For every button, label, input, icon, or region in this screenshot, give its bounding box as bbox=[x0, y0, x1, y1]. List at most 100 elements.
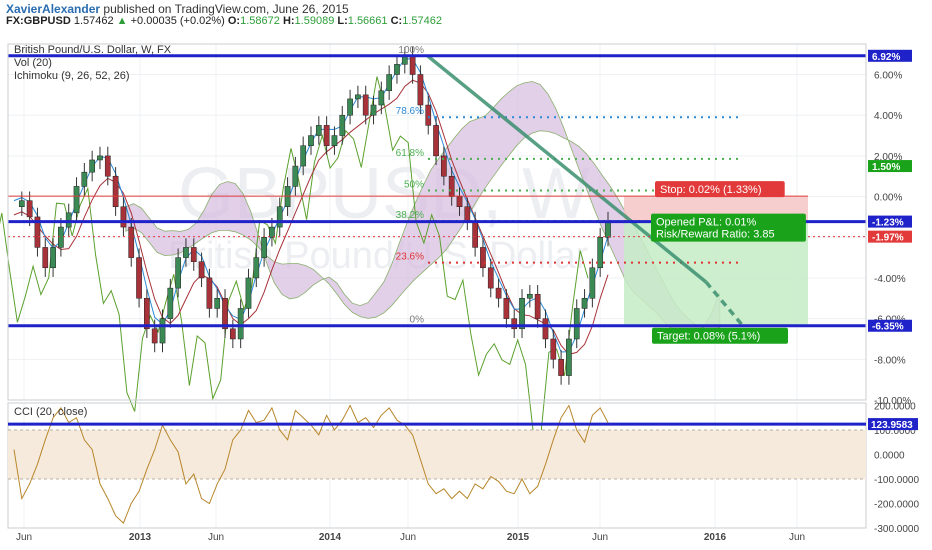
cci-y-tick-label: 0.0000 bbox=[874, 450, 905, 461]
x-tick-label: Jun bbox=[789, 532, 805, 543]
candle bbox=[464, 206, 471, 222]
main-pane-border bbox=[7, 43, 867, 401]
position-label-box bbox=[651, 213, 806, 242]
candle bbox=[183, 247, 189, 258]
candle bbox=[315, 125, 322, 136]
open-value: 1.58672 bbox=[240, 15, 280, 27]
candle bbox=[261, 237, 267, 258]
candle bbox=[487, 267, 494, 289]
fib-level-label: 0% bbox=[410, 315, 425, 326]
candle bbox=[581, 298, 588, 309]
cci-level-box bbox=[868, 418, 918, 431]
stop-label-box bbox=[655, 181, 785, 198]
candle bbox=[519, 298, 525, 330]
candle bbox=[511, 318, 518, 330]
x-tick-label: Jun bbox=[208, 532, 224, 543]
cci-y-tick-label: 200.0000 bbox=[874, 401, 916, 412]
x-tick-label: Jun bbox=[400, 532, 416, 543]
candle bbox=[190, 247, 197, 262]
candle bbox=[433, 125, 439, 157]
symbol-label[interactable]: FX:GBPUSD bbox=[6, 15, 71, 27]
cci-y-tick-label: 100.0000 bbox=[874, 426, 916, 437]
cci-y-tick-label: -100.0000 bbox=[874, 475, 919, 486]
fib-level-label: 61.8% bbox=[396, 148, 424, 159]
y-tick-label: -4.00% bbox=[874, 274, 906, 285]
candle bbox=[605, 220, 611, 238]
price-change: +0.00035 (+0.02%) bbox=[130, 15, 225, 27]
fib-level-label: 50% bbox=[404, 179, 424, 190]
candle bbox=[73, 186, 80, 214]
x-tick-label: Jun bbox=[592, 532, 608, 543]
candle bbox=[566, 338, 572, 376]
candle bbox=[542, 318, 549, 340]
candle bbox=[409, 55, 416, 75]
candle bbox=[97, 155, 103, 161]
price-label-box bbox=[868, 319, 912, 332]
price-label-text: -6.35% bbox=[872, 322, 904, 333]
ichimoku-legend: Ichimoku (9, 26, 52, 26) bbox=[14, 70, 130, 82]
price-label-box bbox=[868, 215, 912, 228]
candle bbox=[58, 226, 64, 248]
quote-line: FX:GBPUSD 1.57462 ▲ +0.00035 (+0.02%) O:… bbox=[6, 15, 442, 27]
cci-level-text: 123.9583 bbox=[871, 420, 913, 431]
candle bbox=[65, 212, 72, 228]
candle bbox=[292, 165, 299, 187]
candle bbox=[495, 287, 502, 299]
target-label-box bbox=[652, 327, 788, 344]
candle bbox=[597, 237, 604, 269]
candle bbox=[81, 171, 88, 187]
candle bbox=[198, 261, 205, 279]
x-tick-label: 2016 bbox=[704, 532, 727, 543]
candle bbox=[425, 104, 432, 126]
author-link[interactable]: XavierAlexander bbox=[6, 2, 101, 16]
x-tick-label: 2015 bbox=[507, 532, 530, 543]
candle bbox=[401, 55, 408, 65]
candle bbox=[144, 298, 150, 330]
price-label-text: 6.92% bbox=[872, 52, 900, 63]
candle bbox=[112, 175, 119, 207]
position-label-text: Risk/Reward Ratio: 3.85 bbox=[656, 229, 775, 241]
candle bbox=[136, 257, 142, 299]
candle bbox=[323, 125, 330, 146]
candle bbox=[159, 318, 166, 344]
price-label-text: -1.97% bbox=[872, 233, 904, 244]
candle bbox=[50, 247, 56, 269]
candle bbox=[42, 247, 49, 269]
candle bbox=[151, 328, 158, 344]
stop-label-text: Stop: 0.02% (1.33%) bbox=[660, 184, 762, 196]
candle bbox=[370, 104, 377, 116]
candle bbox=[480, 247, 486, 269]
watermark-name: British Pound/U.S. Dollar bbox=[168, 235, 589, 277]
candle bbox=[472, 220, 478, 248]
x-tick-label: 2014 bbox=[319, 532, 342, 543]
y-tick-label: 0.00% bbox=[874, 193, 902, 204]
candle bbox=[534, 293, 541, 319]
publisher-line: XavierAlexander published on TradingView… bbox=[6, 2, 349, 16]
price-label-box bbox=[868, 49, 912, 62]
target-label-text: Target: 0.08% (5.1%) bbox=[657, 331, 760, 343]
candle bbox=[237, 308, 244, 340]
cci-legend: CCI (20, close) bbox=[14, 406, 87, 418]
price-label-text: 1.50% bbox=[872, 162, 900, 173]
candle bbox=[167, 287, 174, 319]
candle bbox=[394, 64, 400, 75]
low-label: L: bbox=[337, 15, 348, 27]
chart-title: British Pound/U.S. Dollar, W, FX bbox=[14, 44, 172, 56]
candle bbox=[34, 216, 41, 248]
candle bbox=[245, 277, 252, 309]
low-value: 1.56661 bbox=[347, 15, 388, 27]
y-tick-label: 6.00% bbox=[874, 71, 902, 82]
candle bbox=[253, 257, 260, 279]
trend-line-projection bbox=[704, 280, 744, 326]
y-tick-label: 4.00% bbox=[874, 111, 902, 122]
lagging-span bbox=[0, 76, 589, 434]
candle bbox=[89, 159, 96, 173]
candle bbox=[175, 257, 181, 289]
candle bbox=[229, 328, 236, 340]
candle bbox=[26, 200, 33, 218]
published-text: published on TradingView.com, June 26, 2… bbox=[103, 2, 349, 16]
candle bbox=[441, 155, 447, 177]
position-label: Opened P&L: 0.01%Risk/Reward Ratio: 3.85 bbox=[651, 213, 806, 242]
candle bbox=[331, 135, 338, 146]
